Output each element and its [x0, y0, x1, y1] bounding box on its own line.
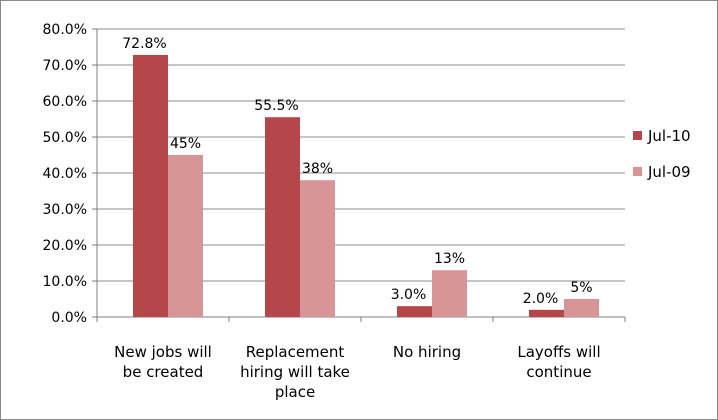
data-label: 5% [570, 280, 592, 296]
category-label: No hiring [393, 343, 461, 361]
y-tick-label: 60.0% [43, 94, 87, 110]
y-tick-label: 40.0% [43, 166, 87, 182]
category-label: continue [526, 363, 591, 381]
bar-jul-10 [133, 54, 168, 318]
data-label: 2.0% [523, 291, 559, 307]
y-tick-label: 10.0% [43, 274, 87, 290]
y-tick-label: 50.0% [43, 130, 87, 146]
y-tick-label: 30.0% [43, 202, 87, 218]
data-label: 38% [302, 161, 333, 177]
legend-swatch [633, 167, 642, 176]
bar-jul-09 [432, 270, 467, 317]
legend-label: Jul-10 [647, 127, 691, 145]
legend-swatch [633, 131, 642, 140]
bar-jul-09 [168, 155, 203, 317]
legend-label: Jul-09 [647, 163, 691, 181]
data-label: 55.5% [254, 98, 298, 114]
y-tick-label: 80.0% [43, 22, 87, 38]
y-tick-label: 0.0% [51, 310, 87, 326]
data-label: 3.0% [391, 287, 427, 303]
bar-jul-09 [564, 299, 599, 317]
category-label: be created [123, 363, 204, 381]
y-tick-label: 20.0% [43, 238, 87, 254]
bar-jul-10 [529, 309, 564, 317]
bar-jul-10 [265, 117, 300, 317]
bar-jul-10 [397, 306, 432, 317]
category-label: Replacement [246, 343, 345, 361]
data-label: 45% [170, 136, 201, 152]
category-label: New jobs will [114, 343, 212, 361]
data-label: 13% [434, 251, 465, 267]
category-label: Layoffs will [517, 343, 600, 361]
bar-jul-09 [300, 180, 335, 317]
data-label: 72.8% [122, 36, 166, 52]
category-label: place [275, 383, 315, 401]
category-label: hiring will take [240, 363, 350, 381]
y-tick-label: 70.0% [43, 58, 87, 74]
